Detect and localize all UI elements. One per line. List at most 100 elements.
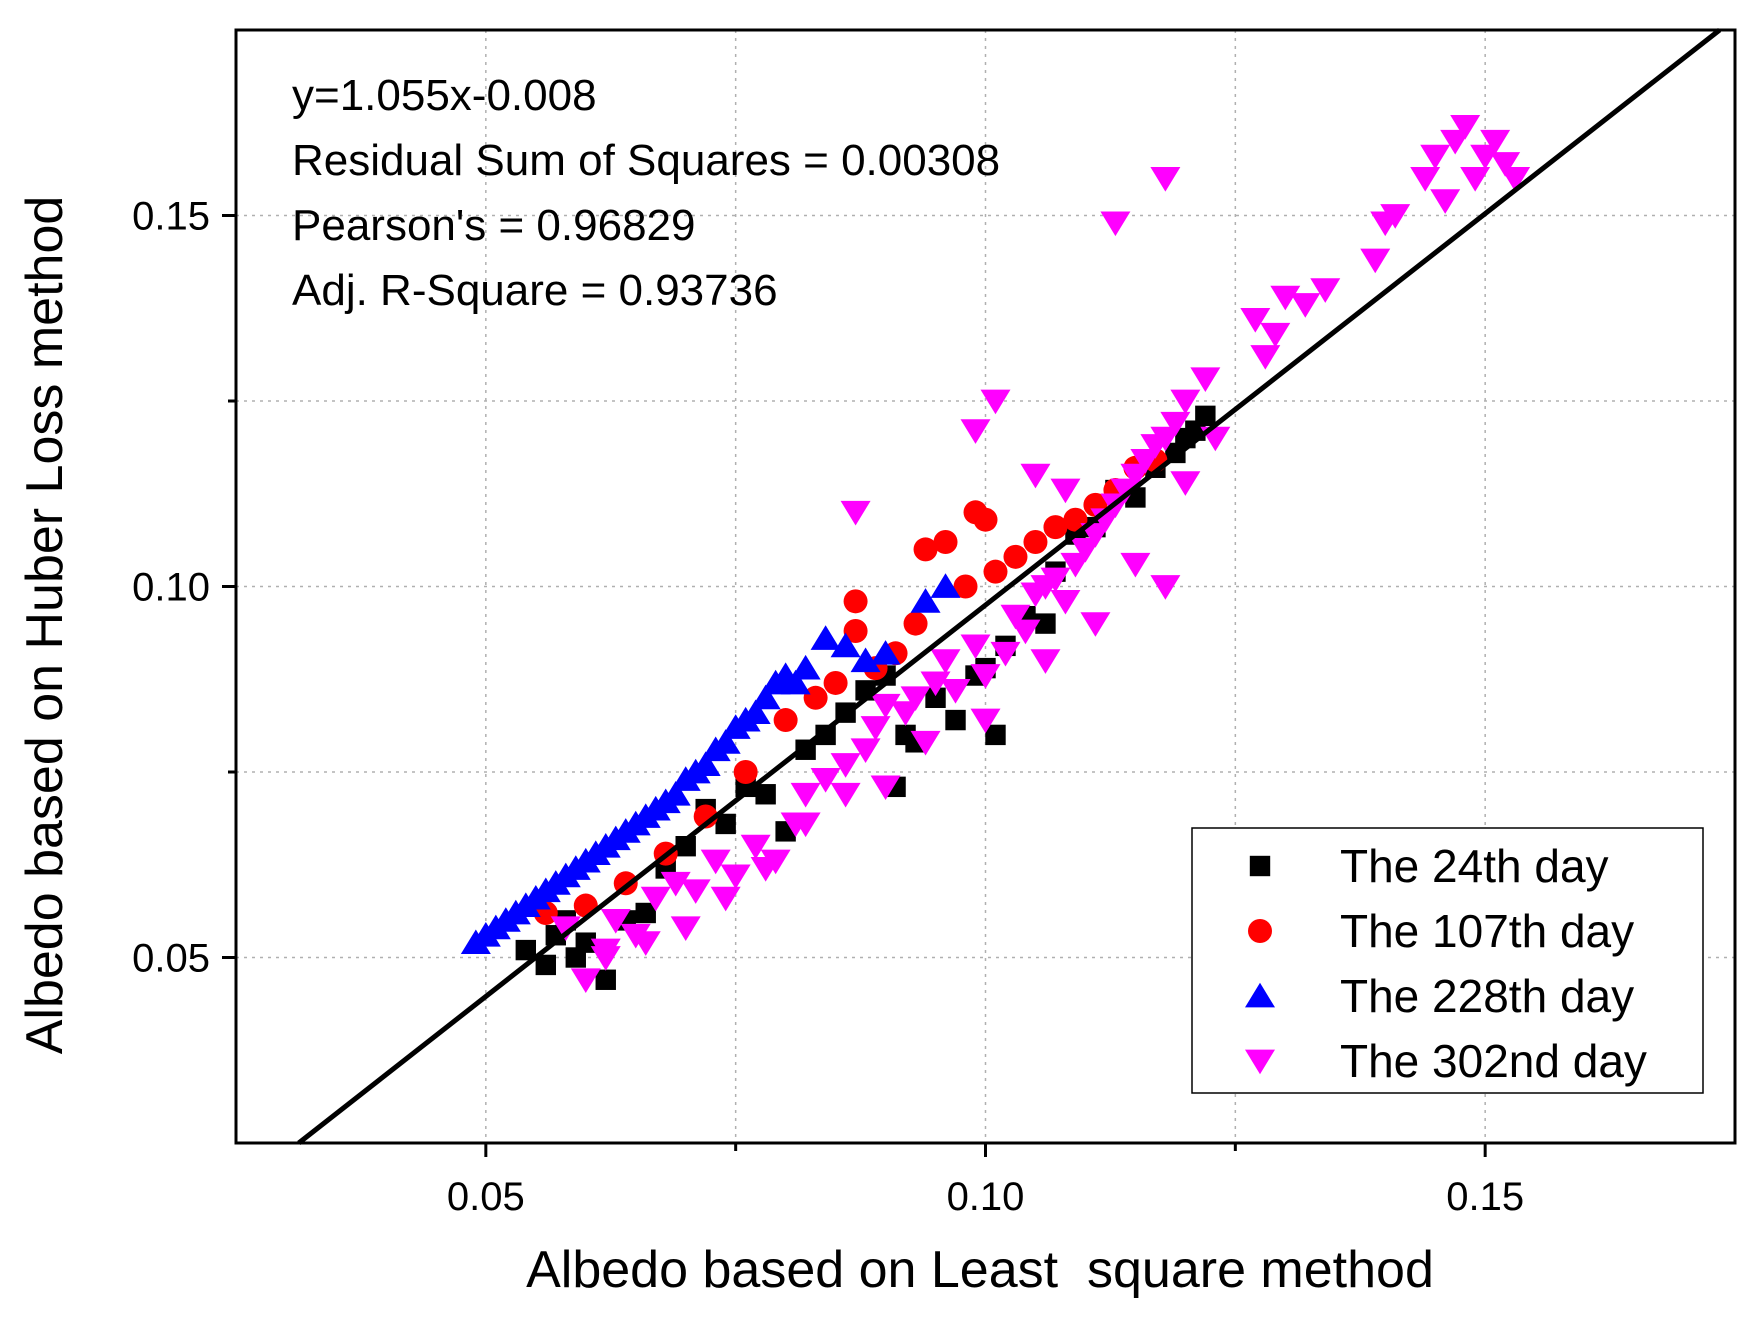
data-point: [1050, 478, 1081, 504]
data-point: [690, 751, 721, 776]
data-point: [910, 588, 941, 613]
legend-label-107th: The 107th day: [1340, 905, 1634, 957]
legend-box: [1191, 827, 1704, 1094]
data-point: [930, 573, 961, 598]
data-point: [1040, 567, 1071, 593]
data-point: [773, 708, 798, 733]
data-point: [860, 716, 891, 741]
data-point: [843, 589, 868, 614]
legend-label-302nd: The 302nd day: [1340, 1035, 1647, 1087]
stats-annotation: y=1.055x-0.008 Residual Sum of Squares =…: [292, 71, 1000, 315]
data-point: [670, 916, 701, 942]
data-point: [1490, 152, 1521, 177]
data-point: [985, 724, 1006, 746]
y-axis-title: Albedo based on Huber Loss method: [16, 196, 74, 1055]
fit-line: [297, 28, 1722, 1145]
data-point: [1150, 575, 1181, 600]
data-point: [740, 834, 771, 860]
data-point: [1000, 604, 1031, 630]
data-point: [1480, 129, 1511, 155]
data-point: [1080, 612, 1111, 637]
data-point: [1440, 129, 1471, 155]
data-point: [1190, 367, 1221, 392]
data-point: [1170, 389, 1201, 415]
fit-equation: y=1.055x-0.008: [292, 71, 597, 120]
data-point: [790, 782, 821, 808]
data-point: [945, 709, 966, 731]
data-point: [680, 879, 711, 904]
pearson-coefficient: Pearson's = 0.96829: [292, 201, 695, 250]
data-point: [970, 708, 1001, 734]
data-point: [635, 902, 656, 924]
data-point: [840, 500, 871, 526]
data-point: [1050, 589, 1081, 615]
data-point: [1410, 167, 1441, 192]
data-point: [970, 664, 1001, 689]
data-point: [1100, 211, 1131, 237]
data-point: [1120, 552, 1151, 578]
data-point: [973, 507, 998, 532]
y-tick-label: 0.10: [132, 566, 210, 610]
data-point: [1060, 552, 1091, 578]
data-point: [1430, 189, 1461, 214]
data-point: [910, 730, 941, 756]
data-point: [575, 932, 596, 953]
data-point: [1290, 293, 1321, 318]
data-point: [1240, 307, 1271, 333]
data-point: [1420, 144, 1451, 170]
data-point: [990, 641, 1021, 667]
data-point: [590, 946, 621, 971]
data-point: [810, 625, 841, 650]
x-tick-label: 0.10: [947, 1175, 1025, 1219]
data-point: [1380, 204, 1411, 229]
data-point: [750, 857, 781, 882]
x-tick-label: 0.05: [447, 1175, 525, 1219]
data-point: [850, 647, 881, 673]
data-point: [930, 649, 961, 674]
data-point: [815, 724, 836, 746]
data-point: [1250, 345, 1281, 370]
data-point: [830, 753, 861, 778]
data-point: [1150, 167, 1181, 192]
data-point: [733, 760, 758, 784]
data-point: [755, 784, 776, 805]
data-point: [1260, 322, 1291, 348]
data-point: [715, 813, 736, 835]
data-point: [960, 419, 991, 444]
data-point: [1035, 613, 1056, 634]
data-point: [1500, 167, 1531, 192]
data-point: [925, 687, 946, 708]
data-point: [1270, 285, 1301, 311]
data-point: [550, 916, 581, 942]
data-point: [1150, 426, 1181, 452]
data-point: [1023, 529, 1048, 554]
data-point: [1450, 115, 1481, 140]
scatter-points: [460, 115, 1531, 993]
data-point: [803, 685, 828, 710]
data-point: [535, 954, 556, 976]
data-point: [515, 939, 537, 961]
series-3: [550, 115, 1531, 993]
data-point: [660, 781, 691, 806]
y-tick-label: 0.05: [132, 937, 210, 981]
data-point: [940, 678, 971, 704]
data-point: [1003, 544, 1028, 569]
data-point: [790, 812, 821, 838]
data-point: [1160, 411, 1191, 437]
x-axis-title: Albedo based on Least square method: [526, 1241, 1434, 1299]
data-point: [1130, 448, 1161, 474]
data-point: [1110, 478, 1141, 504]
data-point: [1470, 144, 1501, 170]
data-point: [870, 775, 901, 801]
legend-marker-1: [1248, 919, 1272, 943]
data-point: [710, 886, 741, 912]
data-point: [570, 968, 601, 993]
legend-label-24th: The 24th day: [1340, 840, 1609, 892]
data-point: [920, 671, 951, 697]
data-point: [830, 782, 861, 808]
data-point: [903, 611, 928, 636]
data-point: [983, 559, 1008, 584]
data-point: [700, 849, 731, 875]
fit-line-group: [297, 28, 1722, 1145]
